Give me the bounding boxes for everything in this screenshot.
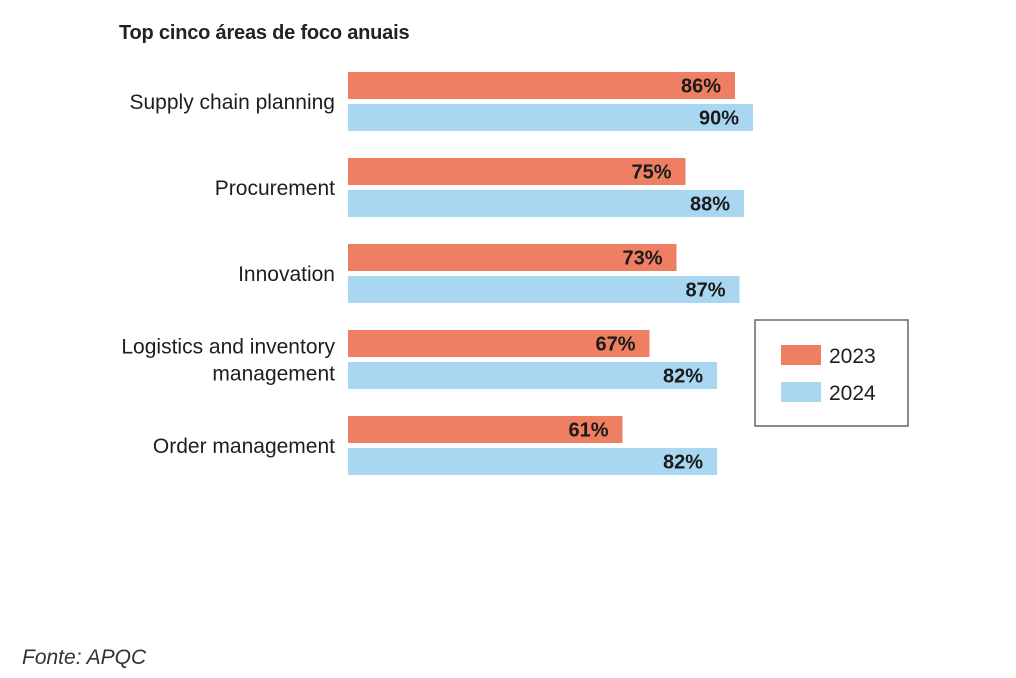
category-label: Logistics and inventory (121, 336, 335, 359)
bar-2023 (348, 416, 623, 443)
chart-title: Top cinco áreas de foco anuais (119, 22, 410, 44)
legend-label-2024: 2024 (829, 382, 876, 405)
category-label: Procurement (215, 177, 335, 200)
legend-label-2023: 2023 (829, 345, 876, 368)
bar-chart: Supply chain planning 86% 90% Procurement 75… (121, 72, 909, 475)
bar-2024 (348, 362, 717, 389)
bar-2024 (348, 104, 753, 131)
value-label: 61% (568, 420, 608, 442)
value-label: 82% (663, 366, 703, 388)
value-label: 86% (681, 76, 721, 98)
bar-2024 (348, 448, 717, 475)
value-label: 73% (622, 248, 662, 270)
bar-2023 (348, 72, 735, 99)
category-label: Supply chain planning (130, 91, 336, 114)
value-label: 87% (685, 280, 725, 302)
category-label: management (212, 363, 335, 386)
bar-2024 (348, 276, 740, 303)
value-label: 82% (663, 452, 703, 474)
bar-2023 (348, 244, 677, 271)
value-label: 67% (595, 334, 635, 356)
legend-swatch-2024 (781, 382, 821, 402)
category-label: Order management (153, 435, 335, 458)
source-note: Fonte: APQC (22, 646, 147, 669)
category-label: Innovation (238, 263, 335, 286)
value-label: 90% (699, 108, 739, 130)
legend-box (754, 319, 909, 427)
bar-2024 (348, 190, 744, 217)
value-label: 88% (690, 194, 730, 216)
bar-2023 (348, 158, 686, 185)
value-label: 75% (631, 162, 671, 184)
bar-2023 (348, 330, 650, 357)
legend-swatch-2023 (781, 345, 821, 365)
